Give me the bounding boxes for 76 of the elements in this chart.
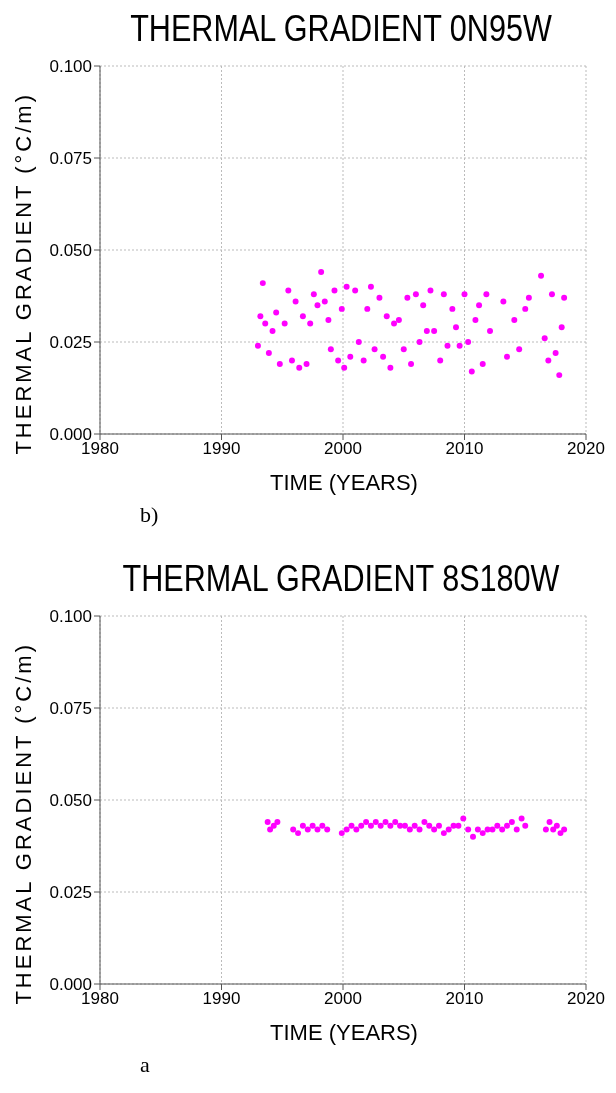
point <box>455 822 462 829</box>
point <box>550 826 557 833</box>
point <box>363 819 370 826</box>
y-tick-label: 0.025 <box>49 333 92 353</box>
point <box>348 822 355 829</box>
y-tick-label: 0.050 <box>49 791 92 811</box>
y-tick-label: 0.050 <box>49 241 92 261</box>
point <box>270 822 277 829</box>
point <box>392 819 399 826</box>
text: b) <box>140 502 159 528</box>
point <box>546 819 553 826</box>
point <box>416 826 423 833</box>
point <box>421 819 428 826</box>
point <box>387 822 394 829</box>
point <box>479 830 486 837</box>
point <box>504 822 511 829</box>
point <box>431 826 438 833</box>
point <box>377 822 384 829</box>
point <box>324 826 331 833</box>
point <box>460 815 467 822</box>
point <box>522 822 529 829</box>
y-tick-label: 0.100 <box>49 57 92 77</box>
point <box>518 815 525 822</box>
point <box>470 833 476 840</box>
point <box>489 826 496 833</box>
point <box>406 826 413 833</box>
x-tick-label: 2010 <box>445 989 484 1009</box>
point <box>382 819 389 826</box>
point <box>314 826 321 833</box>
y-axis-title: THERMAL GRADIENT (°C/m) <box>11 641 37 1005</box>
point <box>445 826 452 833</box>
point <box>358 822 365 829</box>
point <box>343 826 350 833</box>
x-tick-label: 1990 <box>202 439 241 459</box>
point <box>542 826 549 833</box>
point <box>426 822 433 829</box>
point <box>372 819 379 826</box>
x-tick-label: 2020 <box>567 439 605 459</box>
point <box>290 826 297 833</box>
chart-title: THERMAL GRADIENT 0N95W <box>129 8 553 50</box>
point <box>319 822 326 829</box>
point <box>304 826 311 833</box>
point <box>411 822 418 829</box>
x-axis-title: TIME (YEARS) <box>270 1020 418 1045</box>
point <box>367 822 374 829</box>
point <box>494 822 501 829</box>
chart-title: THERMAL GRADIENT 8S180W <box>121 558 561 600</box>
y-tick-label: 0.100 <box>49 607 92 627</box>
point <box>295 830 302 837</box>
point <box>440 830 447 837</box>
point <box>309 822 316 829</box>
y-tick-label: 0.075 <box>49 699 92 719</box>
y-tick-label: 0.075 <box>49 149 92 169</box>
point <box>274 819 281 826</box>
text: a <box>140 1052 150 1078</box>
point <box>436 822 442 829</box>
point <box>508 819 515 826</box>
point <box>474 826 481 833</box>
x-tick-label: 2010 <box>445 439 484 459</box>
point <box>465 826 472 833</box>
point <box>401 822 408 829</box>
point <box>513 826 520 833</box>
point <box>264 819 271 826</box>
point <box>338 830 345 837</box>
point <box>561 826 568 833</box>
x-tick-label: 2000 <box>324 439 362 459</box>
y-axis-title: THERMAL GRADIENT (°C/m) <box>11 91 37 455</box>
point <box>553 822 560 829</box>
point <box>299 822 306 829</box>
point <box>353 826 360 833</box>
x-tick-label: 1990 <box>202 989 241 1009</box>
x-axis-title: TIME (YEARS) <box>270 470 418 495</box>
y-tick-label: 0.025 <box>49 883 92 903</box>
x-tick-label: 2000 <box>324 989 362 1009</box>
point <box>499 826 506 833</box>
x-tick-label: 2020 <box>567 989 605 1009</box>
